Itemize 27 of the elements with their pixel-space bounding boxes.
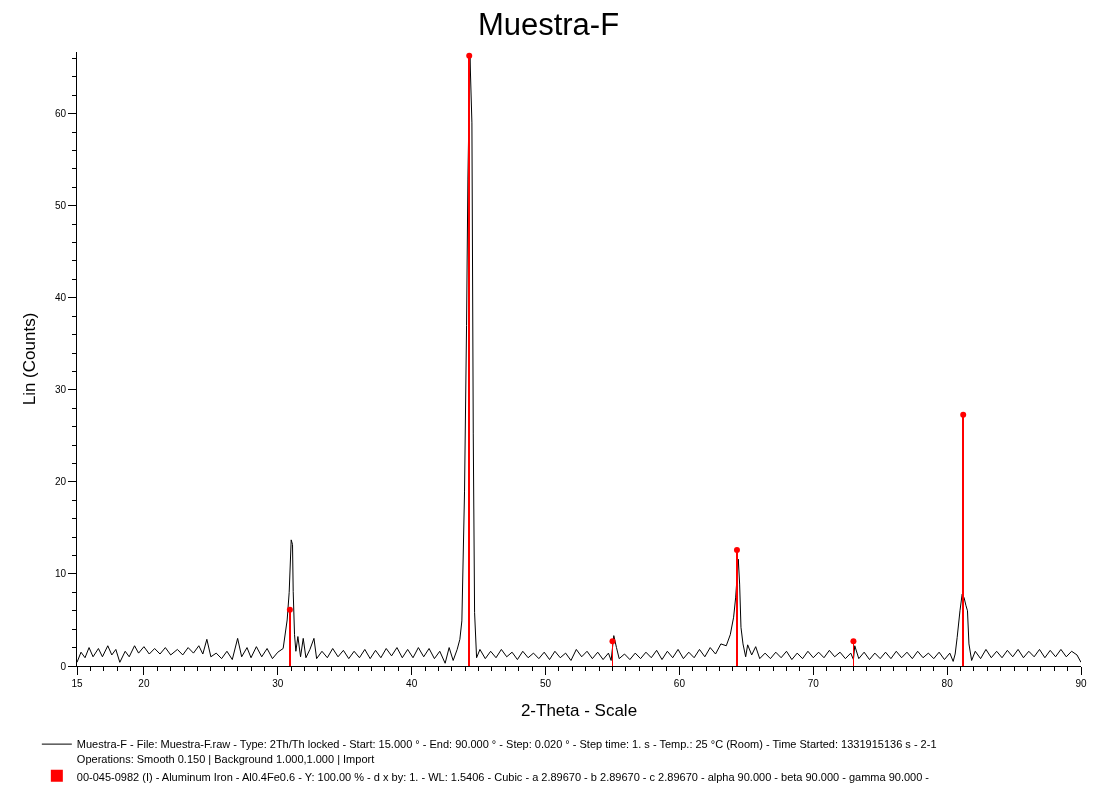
point (609, 638, 616, 645)
point (466, 52, 473, 59)
x-tick-label: 80 (941, 678, 954, 689)
y-tick-label: 0 (60, 660, 67, 672)
point (286, 606, 293, 613)
x-tick-label: 40 (406, 678, 418, 689)
y-tick-label: 10 (54, 568, 67, 580)
legend-label: 00-045-0982 (I) - Aluminum Iron - Al0.4Fe0.6 - Y: 100.00 % - d x by: 1. - WL: 1.5406 - Cubic - a 2.89670 - b 2.89670 - c 2.89670 - alpha 90.000 - beta 90.000 - gamma 90.000 - (76, 770, 930, 783)
point (733, 547, 740, 554)
x-tick-label: 50 (539, 678, 552, 689)
y-tick-label: 50 (54, 200, 67, 212)
x-tick-label: 15 (71, 678, 83, 689)
x-tick-label: 90 (1075, 678, 1087, 689)
y-tick-label: 40 (54, 292, 67, 304)
point (960, 411, 967, 418)
x-tick-label: 60 (673, 678, 686, 689)
chart-title: Muestra-F (477, 6, 620, 42)
x-tick-label: 30 (272, 678, 284, 689)
y-tick-label: 60 (54, 108, 67, 120)
point (850, 638, 857, 645)
y-tick-label: 20 (54, 476, 67, 488)
y-tick-label: 30 (54, 384, 67, 396)
x-tick-label: 70 (807, 678, 820, 689)
legend-label: Muestra-F - File: Muestra-F.raw - Type: 2Th/Th locked - Start: 15.000 ° - End: 90.000 ° - Step: 0.020 ° - Step time: 1. s - Temp.: 25 °C (Room) - Time Started: 1331915136 s - 2-1 Operations: Smooth 0.150 | Background 1.000,1.000 | Import (76, 738, 937, 765)
x-axis-title: 2-Theta - Scale (520, 701, 638, 721)
x-tick-label: 20 (138, 678, 150, 689)
y-axis-title: Lin (Counts) (20, 312, 40, 406)
